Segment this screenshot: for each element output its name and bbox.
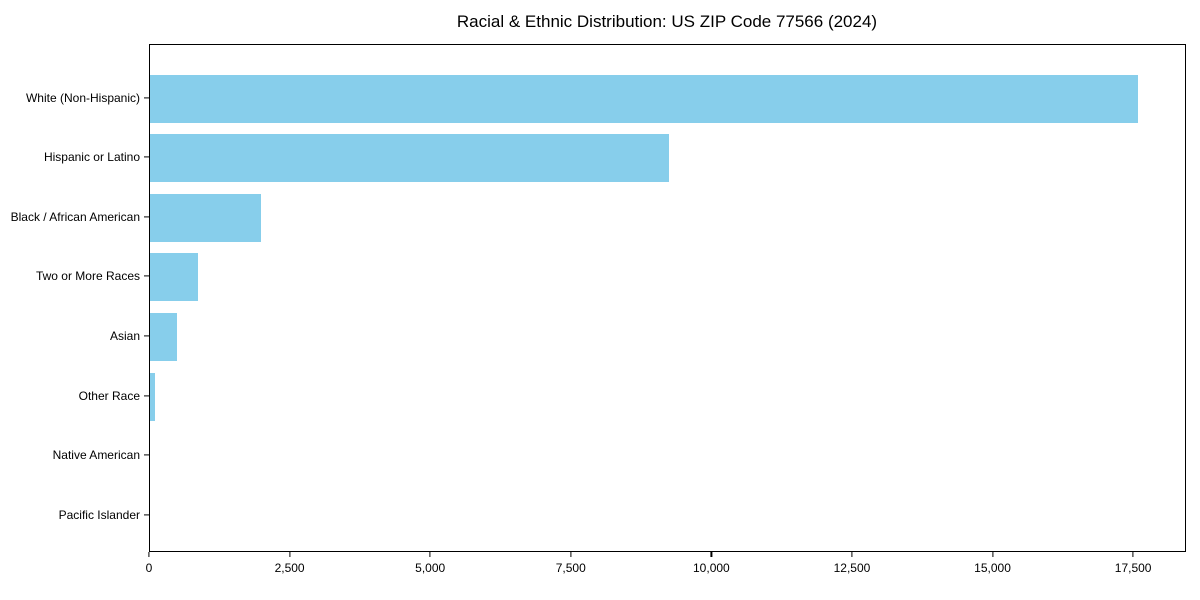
y-tick-mark — [144, 216, 149, 218]
y-tick-mark — [144, 514, 149, 516]
chart-title: Racial & Ethnic Distribution: US ZIP Cod… — [456, 12, 878, 31]
x-tick-mark — [429, 552, 431, 557]
y-tick-label-other-race: Other Race — [78, 388, 140, 403]
x-tick-label-5000: 5,000 — [415, 561, 446, 575]
bar-asian — [150, 312, 177, 361]
y-tick-mark — [144, 454, 149, 456]
y-tick-mark — [144, 275, 149, 277]
plot-area — [149, 44, 1186, 552]
x-tick-mark — [148, 552, 150, 557]
y-tick-mark — [144, 156, 149, 158]
x-tick-mark — [851, 552, 853, 557]
x-tick-label-2500: 2,500 — [274, 561, 305, 575]
y-tick-label-white-non-hispanic: White (Non-Hispanic) — [25, 90, 140, 105]
bar-two-or-more-races — [150, 253, 199, 302]
x-tick-mark — [991, 552, 994, 557]
x-tick-label-7500: 7,500 — [555, 561, 586, 575]
x-tick-label-0: 0 — [145, 561, 153, 575]
y-tick-label-native-american: Native American — [52, 448, 140, 463]
x-tick-mark — [1132, 552, 1134, 557]
y-tick-label-black-african-american: Black / African American — [10, 209, 140, 224]
y-tick-label-hispanic-or-latino: Hispanic or Latino — [43, 150, 140, 165]
x-tick-mark — [288, 552, 291, 557]
bar-other-race — [150, 372, 156, 421]
x-tick-mark — [570, 552, 572, 557]
x-tick-label-17500: 17,500 — [1114, 561, 1152, 575]
y-tick-label-pacific-islander: Pacific Islander — [58, 507, 140, 522]
y-tick-label-two-or-more-races: Two or More Races — [35, 269, 140, 284]
bar-black-african-american — [150, 193, 262, 242]
y-tick-label-asian: Asian — [109, 328, 140, 343]
bar-white-non-hispanic — [150, 74, 1138, 123]
x-tick-label-12500: 12,500 — [833, 561, 871, 575]
y-tick-mark — [144, 96, 149, 99]
bar-hispanic-or-latino — [150, 134, 670, 183]
y-tick-mark — [144, 394, 149, 397]
x-tick-label-10000: 10,000 — [693, 561, 730, 575]
x-tick-label-15000: 15,000 — [974, 561, 1011, 575]
x-tick-mark — [710, 552, 712, 557]
y-tick-mark — [144, 335, 149, 337]
